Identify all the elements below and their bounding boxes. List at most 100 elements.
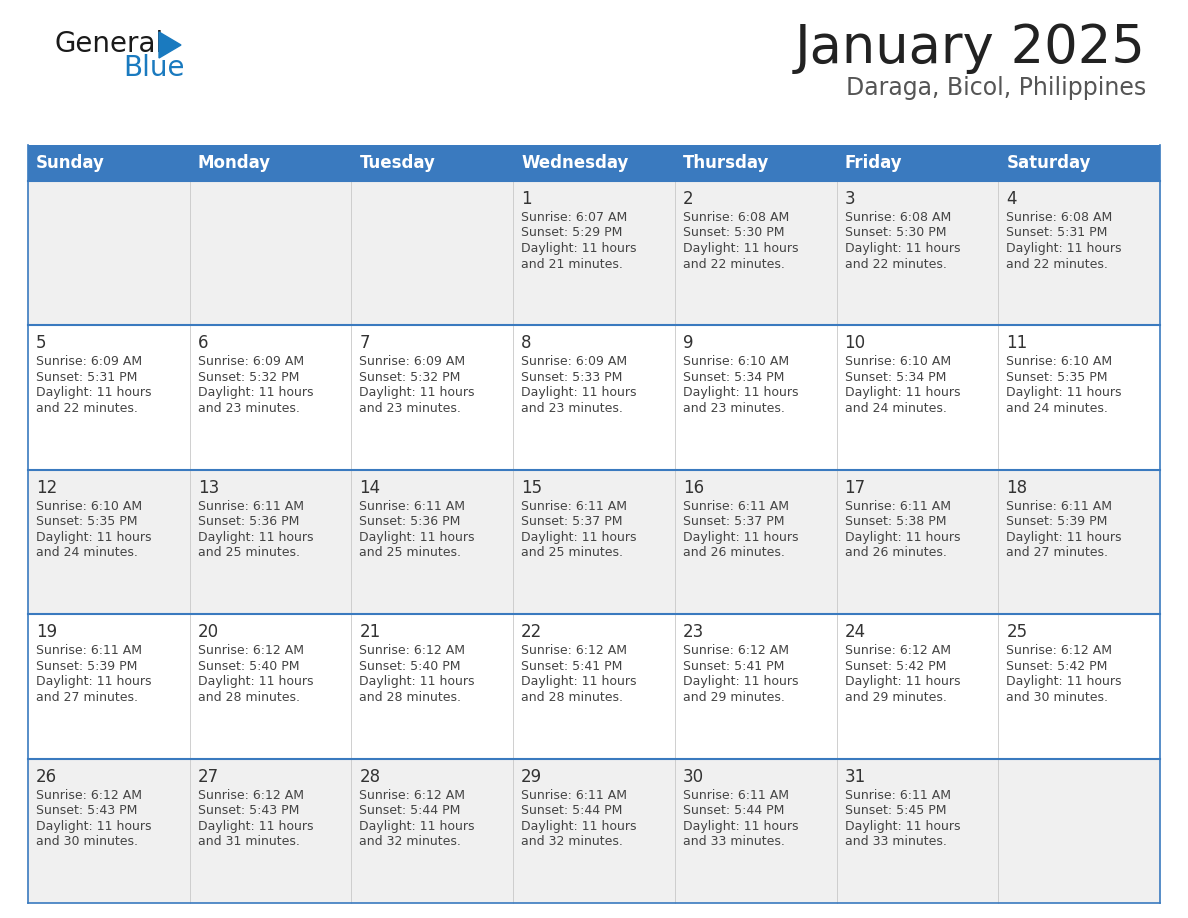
Text: and 22 minutes.: and 22 minutes. — [36, 402, 138, 415]
Text: and 25 minutes.: and 25 minutes. — [197, 546, 299, 559]
Text: Sunrise: 6:11 AM: Sunrise: 6:11 AM — [845, 789, 950, 801]
Text: 5: 5 — [36, 334, 46, 353]
Text: Sunrise: 6:09 AM: Sunrise: 6:09 AM — [360, 355, 466, 368]
Text: and 25 minutes.: and 25 minutes. — [360, 546, 461, 559]
Text: Thursday: Thursday — [683, 154, 770, 172]
Text: Sunrise: 6:11 AM: Sunrise: 6:11 AM — [683, 789, 789, 801]
Text: and 23 minutes.: and 23 minutes. — [683, 402, 785, 415]
Text: Daylight: 11 hours: Daylight: 11 hours — [845, 386, 960, 399]
Text: Daylight: 11 hours: Daylight: 11 hours — [36, 531, 152, 543]
Text: Sunrise: 6:09 AM: Sunrise: 6:09 AM — [36, 355, 143, 368]
Text: Sunset: 5:35 PM: Sunset: 5:35 PM — [1006, 371, 1107, 384]
Text: Sunrise: 6:11 AM: Sunrise: 6:11 AM — [360, 499, 466, 513]
Bar — [29, 325, 1159, 470]
Text: 2: 2 — [683, 190, 694, 208]
Text: 20: 20 — [197, 623, 219, 641]
Text: Daylight: 11 hours: Daylight: 11 hours — [845, 531, 960, 543]
Text: and 28 minutes.: and 28 minutes. — [360, 690, 461, 704]
Text: Sunset: 5:39 PM: Sunset: 5:39 PM — [1006, 515, 1107, 528]
Text: 22: 22 — [522, 623, 543, 641]
Text: Sunset: 5:43 PM: Sunset: 5:43 PM — [36, 804, 138, 817]
Text: Sunset: 5:41 PM: Sunset: 5:41 PM — [522, 660, 623, 673]
Text: Daylight: 11 hours: Daylight: 11 hours — [36, 386, 152, 399]
Text: 12: 12 — [36, 479, 57, 497]
Text: Sunrise: 6:07 AM: Sunrise: 6:07 AM — [522, 211, 627, 224]
Text: Daylight: 11 hours: Daylight: 11 hours — [197, 386, 314, 399]
Text: Daylight: 11 hours: Daylight: 11 hours — [1006, 386, 1121, 399]
Text: and 27 minutes.: and 27 minutes. — [1006, 546, 1108, 559]
Text: Daylight: 11 hours: Daylight: 11 hours — [360, 820, 475, 833]
Text: Sunset: 5:29 PM: Sunset: 5:29 PM — [522, 227, 623, 240]
Text: Sunset: 5:37 PM: Sunset: 5:37 PM — [683, 515, 784, 528]
Text: Sunset: 5:32 PM: Sunset: 5:32 PM — [197, 371, 299, 384]
Text: and 30 minutes.: and 30 minutes. — [36, 835, 138, 848]
Text: Daylight: 11 hours: Daylight: 11 hours — [360, 531, 475, 543]
Text: Monday: Monday — [197, 154, 271, 172]
Text: Daylight: 11 hours: Daylight: 11 hours — [197, 820, 314, 833]
Text: and 22 minutes.: and 22 minutes. — [683, 258, 785, 271]
Text: Daylight: 11 hours: Daylight: 11 hours — [683, 531, 798, 543]
Text: Sunrise: 6:12 AM: Sunrise: 6:12 AM — [360, 789, 466, 801]
Text: Daylight: 11 hours: Daylight: 11 hours — [845, 820, 960, 833]
Text: Sunset: 5:44 PM: Sunset: 5:44 PM — [360, 804, 461, 817]
Text: 4: 4 — [1006, 190, 1017, 208]
Text: Sunset: 5:33 PM: Sunset: 5:33 PM — [522, 371, 623, 384]
Text: Friday: Friday — [845, 154, 902, 172]
Text: 11: 11 — [1006, 334, 1028, 353]
Text: Sunset: 5:32 PM: Sunset: 5:32 PM — [360, 371, 461, 384]
Text: Daylight: 11 hours: Daylight: 11 hours — [522, 531, 637, 543]
Text: Sunrise: 6:08 AM: Sunrise: 6:08 AM — [1006, 211, 1112, 224]
Text: Sunset: 5:39 PM: Sunset: 5:39 PM — [36, 660, 138, 673]
Text: Sunrise: 6:11 AM: Sunrise: 6:11 AM — [36, 644, 143, 657]
Text: 26: 26 — [36, 767, 57, 786]
Bar — [29, 145, 1159, 181]
Text: 13: 13 — [197, 479, 219, 497]
Text: 17: 17 — [845, 479, 866, 497]
Text: January 2025: January 2025 — [795, 22, 1146, 74]
Text: Daylight: 11 hours: Daylight: 11 hours — [360, 676, 475, 688]
Text: Sunset: 5:42 PM: Sunset: 5:42 PM — [845, 660, 946, 673]
Text: 25: 25 — [1006, 623, 1028, 641]
Text: and 24 minutes.: and 24 minutes. — [36, 546, 138, 559]
Text: 6: 6 — [197, 334, 208, 353]
Text: Sunrise: 6:12 AM: Sunrise: 6:12 AM — [360, 644, 466, 657]
Text: 24: 24 — [845, 623, 866, 641]
Text: Sunrise: 6:12 AM: Sunrise: 6:12 AM — [522, 644, 627, 657]
Text: Sunrise: 6:10 AM: Sunrise: 6:10 AM — [683, 355, 789, 368]
Text: and 32 minutes.: and 32 minutes. — [522, 835, 623, 848]
Text: Daylight: 11 hours: Daylight: 11 hours — [683, 820, 798, 833]
Text: General: General — [55, 30, 164, 58]
Text: and 23 minutes.: and 23 minutes. — [522, 402, 623, 415]
Text: Sunset: 5:41 PM: Sunset: 5:41 PM — [683, 660, 784, 673]
Text: Sunset: 5:38 PM: Sunset: 5:38 PM — [845, 515, 946, 528]
Text: Daylight: 11 hours: Daylight: 11 hours — [36, 820, 152, 833]
Text: 30: 30 — [683, 767, 704, 786]
Text: and 26 minutes.: and 26 minutes. — [845, 546, 947, 559]
Text: Daylight: 11 hours: Daylight: 11 hours — [36, 676, 152, 688]
Text: Sunday: Sunday — [36, 154, 105, 172]
Text: Sunrise: 6:12 AM: Sunrise: 6:12 AM — [197, 789, 304, 801]
Text: 18: 18 — [1006, 479, 1028, 497]
Text: 16: 16 — [683, 479, 704, 497]
Text: Sunrise: 6:11 AM: Sunrise: 6:11 AM — [197, 499, 304, 513]
Text: and 33 minutes.: and 33 minutes. — [845, 835, 947, 848]
Text: Sunrise: 6:08 AM: Sunrise: 6:08 AM — [845, 211, 950, 224]
Text: 31: 31 — [845, 767, 866, 786]
Text: and 33 minutes.: and 33 minutes. — [683, 835, 785, 848]
Text: Sunrise: 6:12 AM: Sunrise: 6:12 AM — [36, 789, 143, 801]
Text: Sunrise: 6:09 AM: Sunrise: 6:09 AM — [197, 355, 304, 368]
Text: Sunset: 5:30 PM: Sunset: 5:30 PM — [845, 227, 946, 240]
Text: Sunrise: 6:12 AM: Sunrise: 6:12 AM — [197, 644, 304, 657]
Text: Sunrise: 6:10 AM: Sunrise: 6:10 AM — [36, 499, 143, 513]
Text: 23: 23 — [683, 623, 704, 641]
Text: and 23 minutes.: and 23 minutes. — [197, 402, 299, 415]
Bar — [29, 181, 1159, 325]
Text: Sunset: 5:40 PM: Sunset: 5:40 PM — [197, 660, 299, 673]
Text: Sunset: 5:42 PM: Sunset: 5:42 PM — [1006, 660, 1107, 673]
Text: 14: 14 — [360, 479, 380, 497]
Text: Daylight: 11 hours: Daylight: 11 hours — [522, 386, 637, 399]
Text: Sunset: 5:44 PM: Sunset: 5:44 PM — [683, 804, 784, 817]
Text: and 30 minutes.: and 30 minutes. — [1006, 690, 1108, 704]
Text: 3: 3 — [845, 190, 855, 208]
Text: and 31 minutes.: and 31 minutes. — [197, 835, 299, 848]
